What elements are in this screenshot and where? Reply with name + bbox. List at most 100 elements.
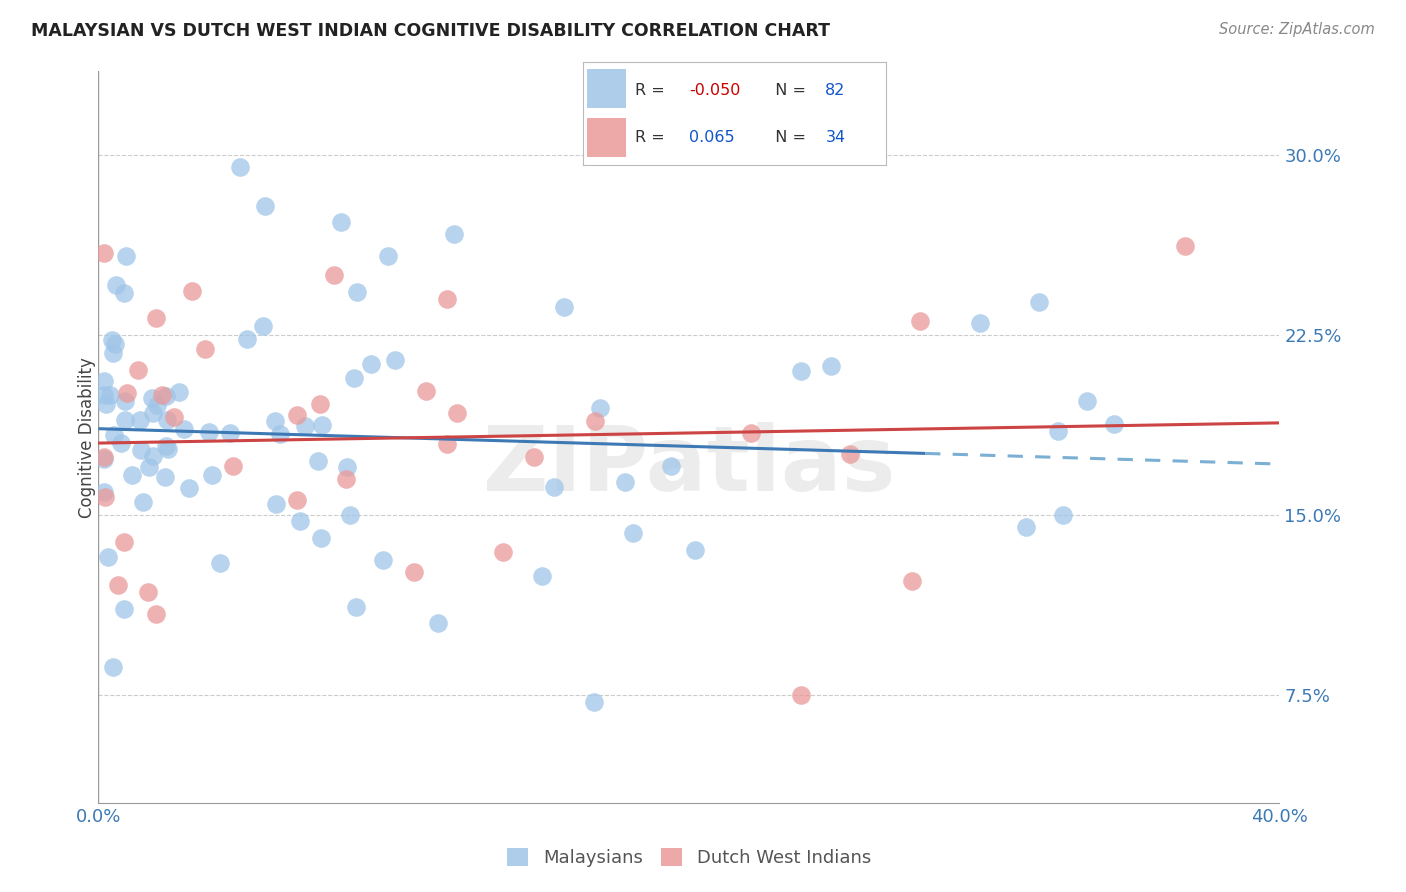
Point (269, 426, 291, 441)
Point (613, 475, 636, 490)
Point (1102, 417, 1125, 431)
Point (288, 514, 311, 528)
Point (346, 285, 368, 299)
Point (129, 413, 152, 427)
Point (531, 569, 554, 583)
Text: -0.050: -0.050 (689, 83, 741, 97)
Point (93, 451, 115, 466)
Point (114, 394, 136, 409)
Legend: Malaysians, Dutch West Indians: Malaysians, Dutch West Indians (499, 840, 879, 874)
Point (901, 574, 924, 588)
Point (294, 418, 316, 433)
Point (219, 425, 242, 440)
Point (145, 310, 167, 325)
Point (136, 584, 159, 599)
Point (838, 446, 860, 460)
Point (377, 249, 399, 263)
Point (264, 497, 287, 511)
Point (112, 535, 135, 549)
Point (307, 454, 329, 468)
Point (167, 385, 190, 400)
Point (446, 406, 468, 420)
Point (105, 278, 128, 293)
Point (436, 437, 458, 451)
Y-axis label: Cognitive Disability: Cognitive Disability (79, 357, 96, 517)
Point (339, 508, 361, 522)
Point (103, 346, 125, 360)
Point (209, 556, 232, 570)
Point (93, 484, 115, 499)
Point (1015, 520, 1038, 534)
Point (1076, 393, 1098, 408)
Point (146, 398, 169, 412)
Point (589, 401, 612, 416)
Point (371, 553, 394, 567)
Point (683, 542, 706, 557)
Point (155, 439, 177, 453)
Point (492, 545, 515, 559)
Point (94, 397, 117, 411)
Point (115, 386, 138, 401)
Point (253, 199, 276, 213)
Point (311, 531, 333, 545)
Point (252, 319, 274, 334)
Point (360, 357, 382, 371)
Point (621, 526, 644, 541)
Point (142, 406, 165, 420)
Point (114, 413, 136, 427)
Point (543, 480, 565, 494)
Point (583, 413, 606, 427)
Point (153, 470, 176, 484)
Text: 0.065: 0.065 (689, 130, 735, 145)
Point (553, 301, 575, 315)
Point (285, 409, 308, 423)
Point (443, 227, 465, 241)
Point (150, 388, 173, 402)
Text: R =: R = (636, 130, 669, 145)
Point (740, 425, 762, 440)
Point (311, 417, 333, 432)
Point (138, 459, 160, 474)
Point (336, 460, 359, 475)
Point (103, 659, 125, 673)
Point (107, 577, 129, 591)
Point (323, 268, 346, 283)
Point (104, 337, 127, 351)
Point (285, 492, 308, 507)
Point (197, 425, 219, 439)
Point (145, 607, 167, 621)
Point (436, 292, 458, 306)
Text: N =: N = (765, 130, 811, 145)
Point (157, 442, 180, 456)
Point (308, 397, 330, 411)
Point (661, 459, 683, 474)
Point (201, 468, 224, 483)
Point (222, 458, 245, 473)
Point (1028, 295, 1050, 310)
Point (93, 246, 115, 260)
Point (93, 388, 115, 402)
Point (335, 472, 357, 486)
Text: 82: 82 (825, 83, 845, 97)
Point (112, 286, 135, 301)
Point (344, 599, 367, 614)
Point (132, 495, 155, 509)
Point (427, 615, 450, 630)
Text: MALAYSIAN VS DUTCH WEST INDIAN COGNITIVE DISABILITY CORRELATION CHART: MALAYSIAN VS DUTCH WEST INDIAN COGNITIVE… (31, 22, 830, 40)
Point (142, 449, 165, 463)
Point (103, 427, 125, 442)
Point (112, 602, 135, 616)
Point (194, 342, 217, 356)
Point (1052, 508, 1074, 522)
Point (101, 333, 124, 347)
Point (908, 313, 931, 327)
Point (329, 215, 352, 229)
Point (1046, 424, 1070, 438)
Point (583, 695, 606, 709)
Point (790, 688, 813, 702)
Point (179, 481, 201, 495)
Point (181, 284, 204, 298)
Point (129, 442, 152, 457)
Point (93, 450, 115, 464)
Text: N =: N = (765, 83, 811, 97)
